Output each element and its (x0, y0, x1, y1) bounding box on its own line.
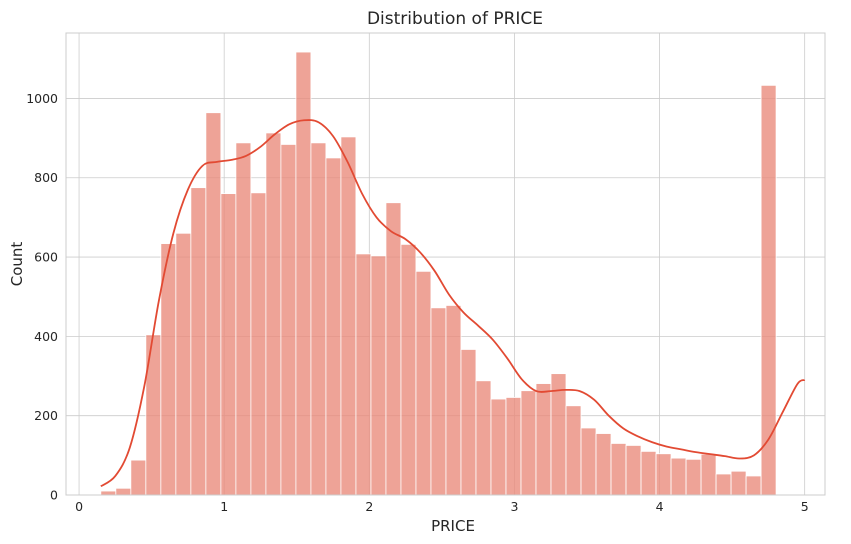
histogram-bars (100, 51, 777, 496)
histogram-bar (355, 253, 372, 496)
histogram-bar (730, 470, 747, 496)
histogram-bar (535, 383, 552, 496)
histogram-bar (235, 142, 252, 496)
histogram-bar (745, 475, 762, 496)
x-tick-label: 0 (75, 499, 83, 514)
plot-frame (65, 32, 826, 496)
histogram-bar (580, 427, 597, 496)
histogram-bar (550, 373, 567, 496)
histogram-bar (310, 142, 327, 496)
histogram-bar (175, 232, 192, 496)
histogram-bar (490, 398, 507, 496)
y-tick-labels: 0 200 400 600 800 1000 (26, 91, 58, 503)
histogram-bar (370, 255, 387, 496)
histogram-bar (565, 405, 582, 496)
chart-title: Distribution of PRICE (367, 9, 543, 29)
histogram-bar (700, 453, 717, 496)
histogram-bar (295, 51, 312, 496)
histogram-bar (265, 132, 282, 496)
y-tick-label: 600 (34, 250, 58, 265)
x-axis-label: PRICE (431, 517, 475, 535)
histogram-bar (655, 453, 672, 496)
y-tick-label: 400 (34, 329, 58, 344)
x-tick-label: 2 (365, 499, 373, 514)
histogram-bar (385, 202, 402, 496)
histogram-bar (130, 459, 147, 496)
kde-curve (100, 119, 806, 488)
x-tick-labels: 0 1 2 3 4 5 (75, 499, 809, 514)
histogram-bar (640, 450, 657, 496)
histogram-bar (505, 397, 522, 496)
x-tick-label: 4 (656, 499, 664, 514)
y-tick-label: 0 (50, 488, 58, 503)
histogram-bar (430, 307, 447, 496)
histogram-bar (325, 157, 342, 496)
histogram-bar (250, 192, 267, 496)
histogram-bar (340, 136, 357, 496)
histogram-bar (595, 433, 612, 496)
y-tick-label: 200 (34, 408, 58, 423)
histogram-bar (145, 334, 162, 496)
y-tick-label: 1000 (26, 91, 58, 106)
histogram-bar (610, 443, 627, 496)
x-tick-label: 3 (510, 499, 518, 514)
histogram-bar (415, 270, 432, 496)
histogram-bar (280, 144, 297, 496)
histogram-bar (760, 84, 777, 496)
histogram-bar (625, 445, 642, 496)
histogram-bar (445, 305, 462, 496)
histogram-bar (715, 473, 732, 496)
histogram-bar (100, 490, 117, 496)
histogram-bar (670, 457, 687, 496)
histogram-bar (460, 349, 477, 496)
y-tick-label: 800 (34, 170, 58, 185)
histogram-bar (685, 458, 702, 496)
x-tick-label: 1 (220, 499, 228, 514)
histogram-bar (475, 380, 492, 496)
histogram-bar (400, 243, 417, 496)
x-tick-label: 5 (801, 499, 809, 514)
histogram-bar (205, 112, 222, 496)
histogram-bar (115, 487, 132, 496)
histogram-bar (190, 187, 207, 496)
y-axis-label: Count (8, 242, 26, 287)
histogram-bar (220, 193, 237, 496)
histogram-bar (520, 390, 537, 496)
